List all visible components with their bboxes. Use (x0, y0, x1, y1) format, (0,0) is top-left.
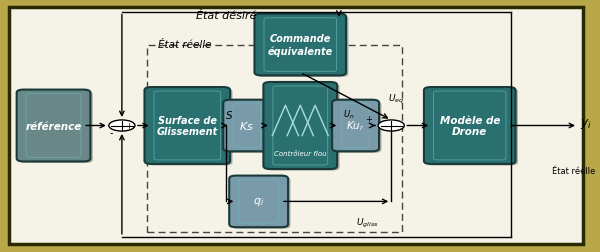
Circle shape (109, 120, 135, 132)
Text: État désiré: État désiré (196, 11, 256, 21)
FancyBboxPatch shape (145, 88, 230, 164)
FancyBboxPatch shape (232, 177, 290, 229)
Text: -: - (394, 121, 398, 131)
Text: Modèle de
Drone: Modèle de Drone (440, 115, 500, 137)
FancyBboxPatch shape (334, 102, 382, 153)
FancyBboxPatch shape (19, 92, 93, 163)
Text: S: S (226, 111, 233, 121)
Text: $Ks$: $Ks$ (239, 120, 254, 132)
Text: $y_i$: $y_i$ (580, 116, 592, 131)
Text: +: + (125, 122, 132, 131)
Text: Contrôleur flou: Contrôleur flou (274, 150, 326, 156)
Text: État réelle: État réelle (158, 40, 211, 50)
Text: Commande
équivalente: Commande équivalente (268, 34, 333, 56)
FancyBboxPatch shape (223, 100, 270, 152)
FancyBboxPatch shape (17, 90, 91, 162)
FancyBboxPatch shape (147, 89, 232, 166)
FancyBboxPatch shape (263, 83, 337, 169)
Text: $Ku_r$: $Ku_r$ (346, 119, 365, 133)
FancyBboxPatch shape (9, 8, 583, 244)
Text: -: - (110, 127, 113, 137)
Text: $U_n$: $U_n$ (343, 109, 355, 121)
Text: +: + (365, 115, 372, 124)
Text: référence: référence (25, 121, 82, 131)
FancyBboxPatch shape (254, 15, 346, 76)
Text: $q_i$: $q_i$ (253, 196, 264, 208)
Text: Surface de
Glissement: Surface de Glissement (157, 115, 218, 137)
FancyBboxPatch shape (424, 88, 515, 164)
Text: $U_{gliss}$: $U_{gliss}$ (356, 216, 378, 229)
Text: État réelle: État réelle (552, 166, 595, 175)
FancyBboxPatch shape (229, 176, 288, 227)
FancyBboxPatch shape (332, 100, 379, 152)
FancyBboxPatch shape (226, 102, 272, 153)
FancyBboxPatch shape (427, 89, 518, 166)
FancyBboxPatch shape (257, 16, 349, 78)
Circle shape (378, 120, 404, 132)
FancyBboxPatch shape (266, 84, 340, 171)
Text: $U_{eq}$: $U_{eq}$ (388, 92, 404, 105)
